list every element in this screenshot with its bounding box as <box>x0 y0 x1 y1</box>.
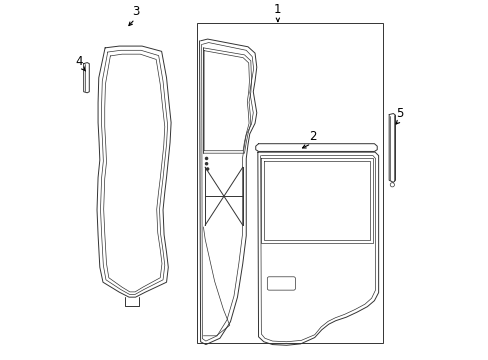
Circle shape <box>206 168 208 170</box>
Bar <box>197 23 383 343</box>
Text: 4: 4 <box>76 55 83 68</box>
Text: 2: 2 <box>308 130 316 143</box>
Circle shape <box>205 157 207 159</box>
Text: 1: 1 <box>274 3 281 16</box>
Circle shape <box>205 163 207 165</box>
Text: 5: 5 <box>395 107 403 120</box>
FancyBboxPatch shape <box>267 277 295 290</box>
Text: 3: 3 <box>132 5 139 18</box>
